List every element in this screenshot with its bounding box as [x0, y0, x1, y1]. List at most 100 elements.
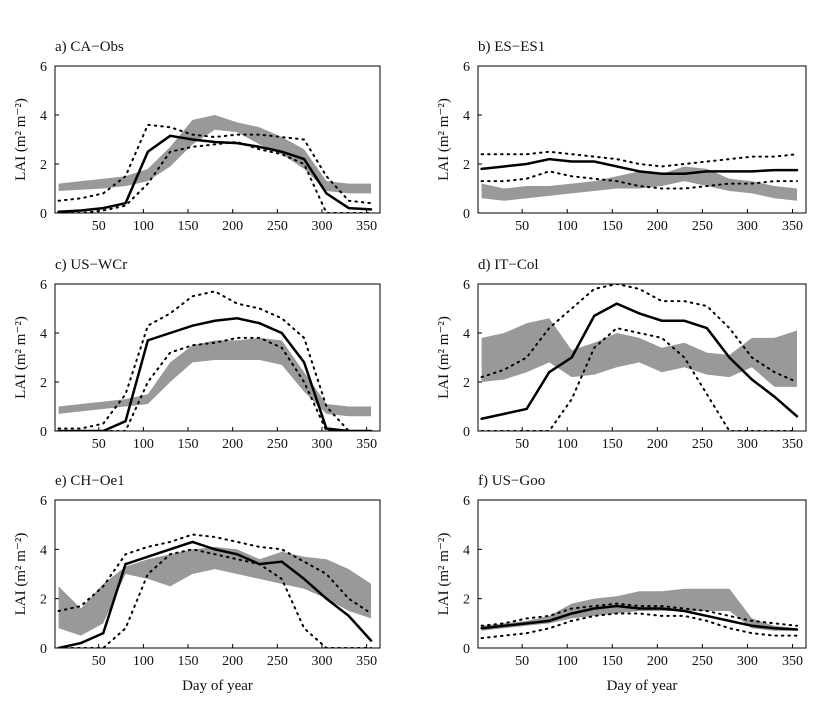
dotted-line	[480, 612, 798, 640]
x-tick-label: 50	[515, 437, 529, 452]
y-axis-label: LAI (m² m⁻²)	[436, 533, 452, 616]
plot-area	[57, 290, 373, 431]
range-band	[58, 337, 372, 417]
x-tick-label: 300	[737, 437, 758, 452]
y-tick-label: 2	[463, 376, 470, 391]
x-tick-label: 50	[92, 654, 106, 669]
x-tick-label: 200	[647, 437, 668, 452]
panel: 50 100 150 200 250 300 350 0 2 4 6 f) US−Goo LAI (m²…	[436, 473, 807, 694]
x-tick-label: 350	[356, 654, 377, 669]
axes-frame	[477, 65, 807, 214]
panel: 50 100 150 200 250 300 350 0 2 4 6 e) CH−Oe1 LAI (m²…	[13, 473, 381, 694]
x-tick-label: 350	[782, 654, 803, 669]
panel: 50 100 150 200 250 300 350 0 2 4 6 b) ES−ES1 LAI (m²…	[436, 39, 807, 234]
y-tick-label: 4	[40, 109, 47, 124]
x-tick-label: 200	[647, 654, 668, 669]
x-tick-label: 200	[222, 437, 243, 452]
y-tick-label: 6	[40, 278, 47, 293]
y-axis-label: LAI (m² m⁻²)	[13, 98, 29, 181]
dotted-line	[480, 284, 798, 383]
y-tick-label: 2	[463, 593, 470, 608]
panel: 50 100 150 200 250 300 350 0 2 4 6 d) IT−Col LAI (m²…	[436, 257, 807, 452]
x-tick-label: 350	[782, 219, 803, 234]
x-tick-label: 150	[178, 219, 199, 234]
plot-area	[480, 284, 799, 431]
axes-frame	[54, 65, 381, 214]
dotted-line	[480, 170, 798, 190]
y-axis-label: LAI (m² m⁻²)	[13, 533, 29, 616]
x-tick-label: 350	[356, 437, 377, 452]
axes-frame	[54, 499, 381, 649]
dotted-line	[57, 548, 373, 648]
x-tick-label: 300	[737, 219, 758, 234]
y-tick-label: 6	[40, 494, 47, 509]
solid-line	[57, 134, 373, 213]
y-tick-label: 6	[463, 278, 470, 293]
x-tick-label: 250	[692, 654, 713, 669]
range-band	[58, 115, 372, 194]
plot-area	[480, 588, 799, 640]
panel-title: c) US−WCr	[55, 257, 127, 273]
panel-title: b) ES−ES1	[478, 39, 545, 55]
y-tick-label: 2	[40, 158, 47, 173]
range-band	[481, 318, 797, 387]
x-tick-label: 300	[737, 654, 758, 669]
x-axis-label: Day of year	[182, 678, 253, 694]
y-tick-label: 6	[40, 60, 47, 75]
x-tick-label: 250	[267, 654, 288, 669]
x-tick-label: 250	[692, 437, 713, 452]
x-tick-label: 150	[178, 437, 199, 452]
x-tick-label: 250	[267, 219, 288, 234]
dotted-line	[57, 533, 373, 615]
x-tick-label: 200	[222, 219, 243, 234]
y-tick-label: 6	[463, 60, 470, 75]
solid-line	[57, 317, 373, 431]
x-tick-label: 350	[782, 437, 803, 452]
range-band	[481, 166, 797, 201]
y-tick-label: 0	[40, 425, 47, 440]
x-tick-label: 300	[311, 654, 332, 669]
y-tick-label: 2	[40, 376, 47, 391]
x-tick-label: 100	[557, 437, 578, 452]
panel-title: e) CH−Oe1	[55, 473, 125, 489]
dotted-line	[480, 327, 798, 431]
y-tick-label: 4	[40, 327, 47, 342]
solid-line	[480, 157, 799, 176]
y-tick-label: 2	[463, 158, 470, 173]
y-tick-label: 0	[463, 425, 470, 440]
y-tick-label: 0	[463, 642, 470, 657]
x-tick-label: 250	[692, 219, 713, 234]
dotted-line	[57, 336, 373, 431]
x-tick-label: 50	[515, 654, 529, 669]
x-tick-label: 150	[602, 219, 623, 234]
x-tick-label: 100	[133, 654, 154, 669]
x-tick-label: 250	[267, 437, 288, 452]
x-axis-label: Day of year	[607, 678, 678, 694]
x-tick-label: 150	[602, 654, 623, 669]
x-tick-label: 50	[515, 219, 529, 234]
y-tick-label: 0	[463, 207, 470, 222]
x-tick-label: 150	[178, 654, 199, 669]
y-axis-label: LAI (m² m⁻²)	[436, 316, 452, 399]
y-tick-label: 0	[40, 642, 47, 657]
y-tick-label: 2	[40, 593, 47, 608]
plot-area	[480, 150, 799, 201]
solid-line	[480, 302, 799, 420]
y-tick-label: 4	[40, 543, 47, 558]
panel-title: d) IT−Col	[478, 257, 539, 273]
x-tick-label: 100	[557, 654, 578, 669]
x-tick-label: 300	[311, 219, 332, 234]
axes-frame	[54, 283, 381, 432]
y-tick-label: 4	[463, 327, 470, 342]
panel: 50 100 150 200 250 300 350 0 2 4 6 c) US−WCr LAI (m²…	[13, 257, 381, 452]
y-tick-label: 0	[40, 207, 47, 222]
x-tick-label: 150	[602, 437, 623, 452]
panel-title: f) US−Goo	[478, 473, 545, 489]
dotted-line	[480, 150, 798, 168]
plot-area	[57, 533, 373, 648]
axes-frame	[477, 283, 807, 432]
x-tick-label: 300	[311, 437, 332, 452]
x-tick-label: 100	[133, 437, 154, 452]
plot-area	[57, 115, 373, 213]
